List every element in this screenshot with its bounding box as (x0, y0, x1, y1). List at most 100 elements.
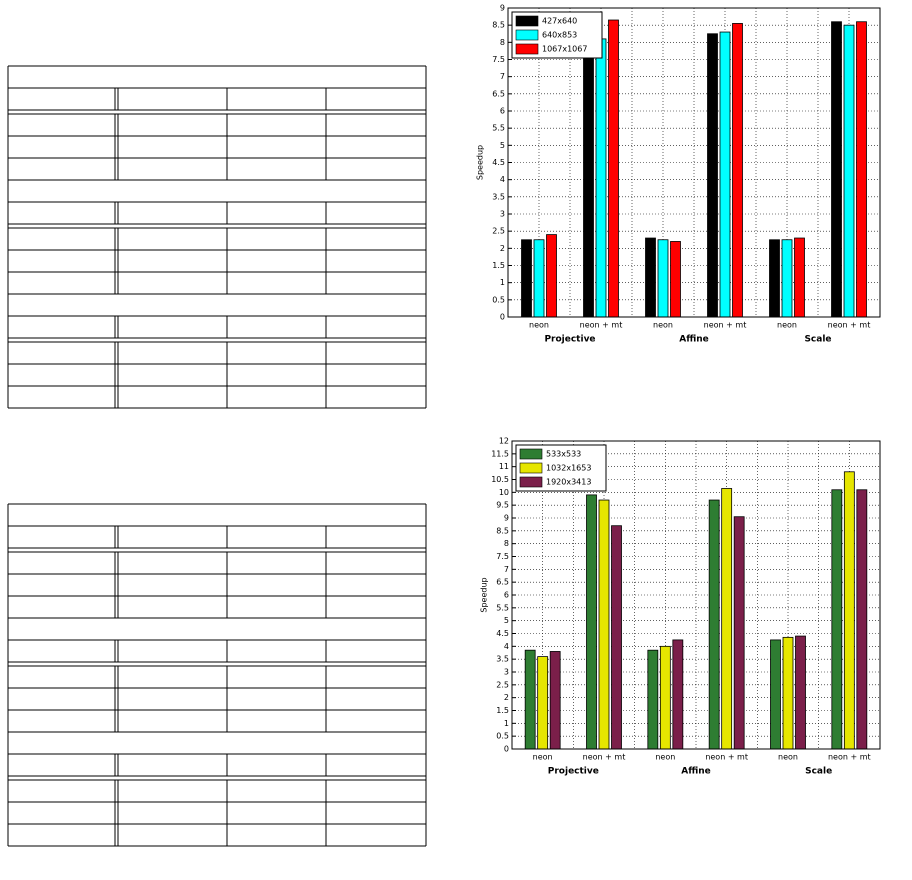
y-tick-label: 2.5 (492, 227, 505, 236)
bar (595, 38, 607, 318)
y-tick-label: 2 (500, 244, 505, 253)
legend-label: 640x853 (542, 31, 577, 40)
y-tick-label: 10 (499, 488, 509, 497)
group-label: Projective (548, 767, 599, 777)
bar (831, 21, 842, 318)
group-label: Scale (804, 335, 831, 345)
bar (843, 471, 855, 750)
y-tick-label: 1 (500, 278, 505, 287)
y-tick-label: 4.5 (496, 629, 509, 638)
bar (781, 239, 793, 318)
chart: 0 0.5 1 1.5 2 2.5 3 3.5 4 4.5 5 5.5 6 6.5 7 7.5 8 8.5 9 Spe… (476, 4, 881, 345)
y-tick-label: 7 (500, 72, 505, 81)
y-tick-label: 4 (500, 175, 505, 184)
x-tick-label: neon + mt (704, 321, 747, 330)
legend-swatch (515, 43, 539, 55)
y-tick-label: 7.5 (492, 55, 505, 64)
legend-label: 427x640 (542, 17, 577, 26)
x-tick-label: neon + mt (580, 321, 623, 330)
bar (598, 499, 610, 750)
chart: 00.511.522.533.544.555.566.577.588.599.5… (480, 437, 881, 777)
bar (721, 488, 733, 750)
y-tick-label: 6.5 (492, 89, 505, 98)
x-tick-label: neon (533, 753, 553, 762)
y-tick-label: 3 (504, 668, 509, 677)
bar (794, 237, 805, 318)
y-tick-label: 2 (504, 693, 509, 702)
x-tick-label: neon (777, 321, 797, 330)
plot-frame (511, 440, 881, 750)
bar (670, 241, 681, 318)
y-tick-label: 11.5 (491, 449, 509, 458)
bar (856, 489, 868, 750)
y-tick-label: 4 (504, 642, 509, 651)
y-tick-label: 5 (504, 616, 509, 625)
y-tick-label: 0 (500, 313, 505, 322)
y-tick-label: 8.5 (492, 21, 505, 30)
y-axis-label: Speedup (476, 145, 485, 180)
y-tick-label: 10.5 (491, 475, 509, 484)
y-tick-label: 6 (504, 591, 509, 600)
y-tick-label: 5 (500, 141, 505, 150)
bar (843, 24, 855, 318)
y-tick-label: 3.5 (496, 655, 509, 664)
y-tick-label: 8 (504, 539, 509, 548)
bar (769, 239, 780, 318)
bar (659, 645, 671, 750)
legend-swatch (515, 29, 539, 41)
y-tick-label: 3.5 (492, 192, 505, 201)
x-tick-label: neon (653, 321, 673, 330)
y-tick-label: 0.5 (496, 732, 509, 741)
legend-swatch (519, 476, 543, 488)
bar (856, 21, 867, 318)
y-tick-label: 3 (500, 210, 505, 219)
y-tick-label: 7 (504, 565, 509, 574)
bar (524, 649, 536, 750)
bar (546, 234, 557, 318)
legend-swatch (519, 448, 543, 460)
legend-label: 533x533 (546, 450, 581, 459)
legend-label: 1920x3413 (546, 478, 591, 487)
bar (537, 656, 549, 750)
bar (719, 31, 731, 318)
bar (782, 636, 794, 750)
x-tick-label: neon (529, 321, 549, 330)
y-tick-label: 4.5 (492, 158, 505, 167)
bar (733, 516, 745, 750)
x-tick-label: neon + mt (828, 321, 871, 330)
x-tick-label: neon + mt (705, 753, 748, 762)
x-tick-label: neon (655, 753, 675, 762)
x-tick-label: neon + mt (828, 753, 871, 762)
bar (795, 635, 806, 750)
group-label: Affine (681, 767, 711, 777)
bar (521, 239, 532, 318)
group-label: Projective (544, 335, 595, 345)
x-tick-label: neon + mt (583, 753, 626, 762)
y-tick-label: 1 (504, 719, 509, 728)
y-tick-label: 12 (499, 437, 509, 446)
y-tick-label: 0.5 (492, 295, 505, 304)
tables (7, 65, 427, 847)
y-tick-label: 9 (500, 4, 505, 13)
group-label: Scale (805, 767, 832, 777)
y-tick-label: 5.5 (492, 124, 505, 133)
bar (549, 651, 561, 750)
bar (672, 639, 684, 750)
legend-label: 1032x1653 (546, 464, 591, 473)
y-axis-label: Speedup (480, 577, 489, 612)
bar (707, 33, 718, 318)
bar (770, 639, 781, 750)
y-tick-label: 5.5 (496, 603, 509, 612)
bar (708, 499, 720, 750)
bar (608, 19, 619, 318)
legend-swatch (515, 15, 539, 27)
y-tick-label: 9.5 (496, 501, 509, 510)
bar (533, 239, 545, 318)
legend-swatch (519, 462, 543, 474)
bar (831, 489, 843, 750)
y-tick-label: 1.5 (492, 261, 505, 270)
bar (657, 239, 669, 318)
legend-label: 1067x1067 (542, 45, 587, 54)
bar (583, 33, 594, 318)
